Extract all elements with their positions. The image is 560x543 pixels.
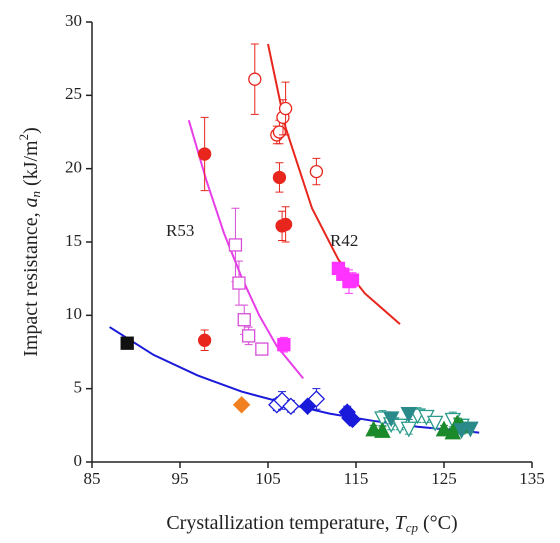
label-part: (kJ/m [20,140,42,191]
marker [298,397,317,415]
marker [400,406,418,423]
label-part: (°C) [418,512,458,534]
marker [232,276,246,290]
marker [237,313,251,327]
marker [273,391,291,410]
y-tick-label: 15 [65,231,82,250]
marker [241,329,256,343]
marker [272,170,287,185]
x-tick-label: 135 [519,469,545,488]
marker [374,421,391,438]
label-part: cp [406,520,419,535]
marker [309,164,324,179]
x-tick-label: 125 [431,469,457,488]
annotation: R42 [330,231,358,250]
marker [232,396,251,414]
marker [255,342,269,356]
label-part: 2 [16,134,31,141]
marker [343,410,362,429]
marker [462,421,479,438]
x-tick-label: 115 [344,469,369,488]
marker [120,336,134,350]
marker [345,273,360,287]
y-tick-label: 10 [65,304,82,323]
label-part: T [395,512,408,534]
marker [426,415,444,432]
label-part: n [28,191,43,198]
marker [382,411,400,428]
marker [435,420,453,437]
y-tick-label: 25 [65,84,82,103]
y-tick-label: 30 [65,11,82,30]
marker [197,333,212,347]
label-part: Crystallization temperature, [166,512,394,534]
y-tick-label: 5 [74,378,83,397]
x-axis-label: Crystallization temperature, Tcp (°C) [166,512,457,535]
x-tick-label: 85 [84,469,101,488]
marker [278,101,293,116]
marker [272,125,287,139]
y-axis-label: Impact resistance, an (kJ/m2) [16,127,43,357]
x-tick-label: 105 [255,469,281,488]
marker [278,217,293,232]
annotation: R53 [166,221,194,240]
label-part: a [20,197,42,207]
marker [282,397,300,415]
marker [197,147,212,161]
label-part: Impact resistance, [20,207,42,356]
fit-line [267,43,401,325]
y-tick-label: 20 [65,158,82,177]
marker [228,238,243,252]
marker [248,72,262,86]
x-tick-label: 95 [172,469,189,488]
marker [277,338,291,352]
y-tick-label: 0 [74,451,83,470]
marker [400,421,418,438]
marker [307,390,326,408]
label-part: ) [20,127,42,134]
